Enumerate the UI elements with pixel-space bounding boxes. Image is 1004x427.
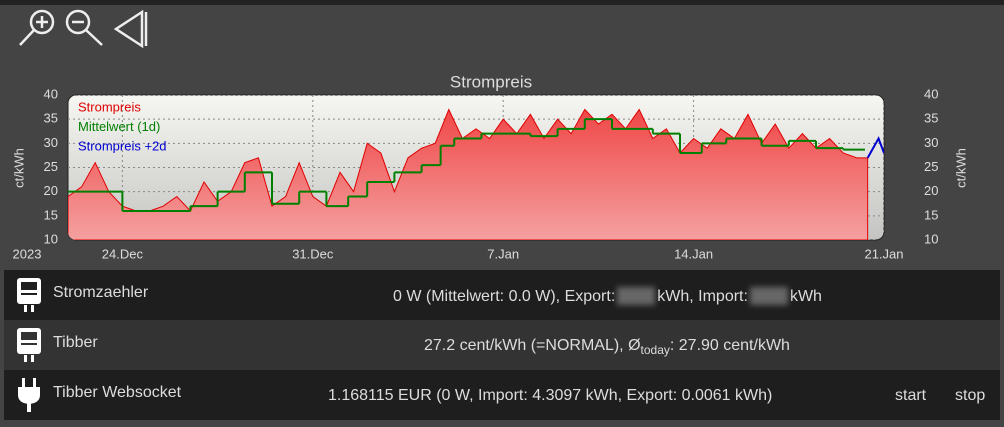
meter-icon: [17, 328, 41, 362]
y2-tick-label: 40: [924, 86, 938, 101]
y-tick-label: 25: [44, 159, 58, 174]
back[interactable]: [113, 9, 148, 49]
line: [866, 136, 884, 159]
device-name[interactable]: Tibber: [53, 334, 98, 351]
zoom-in[interactable]: [19, 9, 55, 46]
zoom-out[interactable]: [65, 9, 103, 46]
state-text: 0 W (Mittelwert: 0.0 W), Export:: [393, 288, 616, 305]
device-row: Tibber 27.2 cent/kWh (=NORMAL), Øtoday: …: [4, 320, 1000, 370]
state-text: 27.2 cent/kWh (=NORMAL), Ø: [424, 337, 641, 354]
chart: Strompreis ct/kWh ct/kWh 2023 10 15 20 25 30…: [11, 72, 968, 261]
y-tick-label: 10: [44, 231, 58, 246]
state-subscript: today: [640, 343, 670, 358]
x-tick-label: 31.Dec: [292, 246, 334, 261]
device-name[interactable]: Tibber Websocket: [53, 384, 182, 401]
top-bar: [0, 0, 1004, 5]
y-tick-label: 15: [44, 207, 58, 222]
redacted: [617, 287, 656, 305]
legend-entry: Strompreis +2d: [78, 138, 167, 153]
y-tick-label: 35: [44, 111, 58, 126]
redacted: [749, 287, 788, 305]
device-row: Stromzaehler 0 W (Mittelwert: 0.0 W), Ex…: [4, 270, 1000, 320]
area: [68, 108, 869, 240]
x-tick-label: 7.Jan: [487, 246, 519, 261]
y2-tick-label: 35: [924, 111, 938, 126]
x-tick-label: 21.Jan: [864, 246, 903, 261]
command-link[interactable]: stop: [955, 387, 986, 404]
y2-tick-label: 20: [924, 183, 938, 198]
state-text: kWh: [789, 288, 822, 305]
legend-entry: Strompreis: [78, 99, 141, 114]
toolbar: [19, 9, 148, 49]
legend-entry: Mittelwert (1d): [78, 119, 160, 134]
y2-axis-title: ct/kWh: [953, 148, 968, 188]
x-tick-label: 14.Jan: [674, 246, 713, 261]
x-tick-label: 24.Dec: [102, 246, 144, 261]
chart-title: Strompreis: [450, 72, 532, 91]
y-axis-title: ct/kWh: [11, 148, 26, 188]
y2-tick-label: 25: [924, 159, 938, 174]
year-label: 2023: [13, 246, 42, 261]
device-row: Tibber Websocket 1.168115 EUR (0 W, Impo…: [4, 370, 1000, 420]
command-link[interactable]: start: [895, 387, 927, 404]
device-state: 27.2 cent/kWh (=NORMAL), Øtoday: 27.90 c…: [424, 337, 790, 357]
y2-tick-label: 10: [924, 231, 938, 246]
plug-icon: [18, 378, 40, 412]
state-text: kWh, Import:: [657, 288, 748, 305]
device-state: 0 W (Mittelwert: 0.0 W), Export: kWh, Imp…: [393, 287, 822, 306]
y2-tick-label: 15: [924, 207, 938, 222]
state-text: : 27.90 cent/kWh: [669, 337, 790, 354]
y-tick-label: 30: [44, 135, 58, 150]
device-name[interactable]: Stromzaehler: [53, 284, 149, 301]
y-tick-label: 20: [44, 183, 58, 198]
device-state: 1.168115 EUR (0 W, Import: 4.3097 kWh, E…: [328, 387, 773, 404]
y-tick-label: 40: [44, 86, 58, 101]
meter-icon: [17, 278, 41, 312]
y2-tick-label: 30: [924, 135, 938, 150]
device-list: Stromzaehler 0 W (Mittelwert: 0.0 W), Ex…: [4, 270, 1000, 420]
